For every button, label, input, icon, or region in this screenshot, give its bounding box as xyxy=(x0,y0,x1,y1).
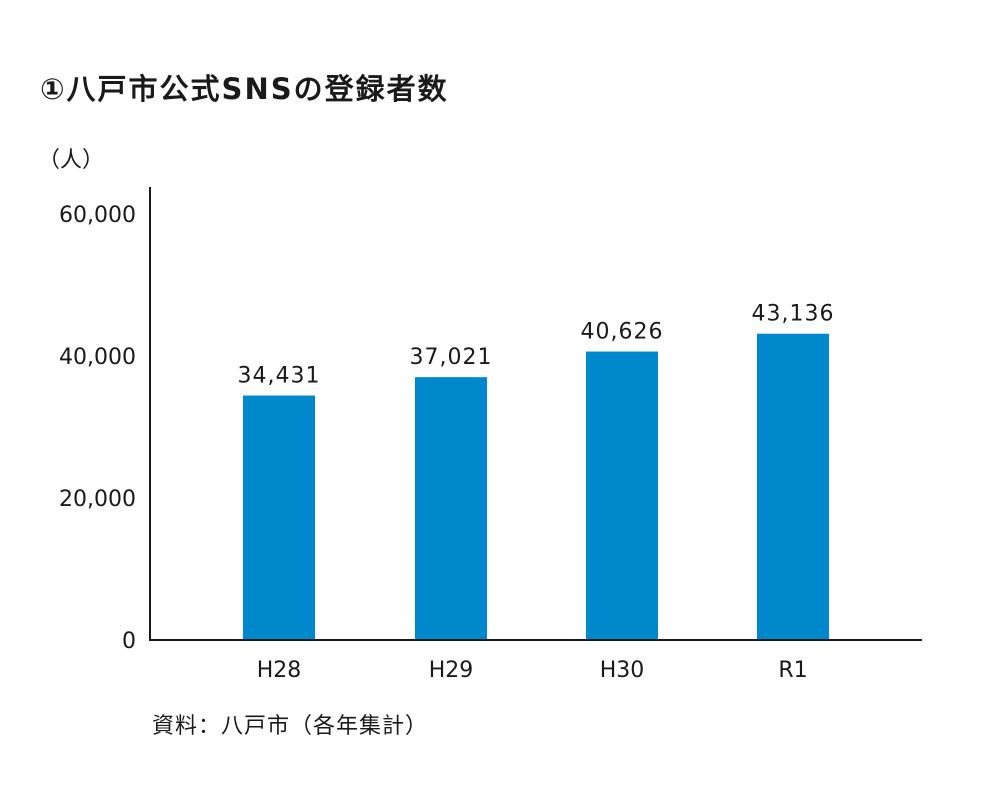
data-label: 43,136 xyxy=(752,302,835,327)
x-tick-label: H30 xyxy=(600,658,645,683)
x-tick-label: H29 xyxy=(429,658,474,683)
y-tick-label: 0 xyxy=(122,629,136,654)
y-tick-label: 60,000 xyxy=(59,203,136,228)
x-tick-label: H28 xyxy=(257,658,302,683)
data-label: 34,431 xyxy=(238,364,321,389)
bar-h30 xyxy=(586,351,658,640)
data-label: 40,626 xyxy=(581,320,664,345)
y-tick-label: 20,000 xyxy=(59,487,136,512)
bar-r1 xyxy=(757,333,829,640)
data-label: 37,021 xyxy=(410,345,493,370)
x-tick-label: R1 xyxy=(778,658,807,683)
chart-title: ①八戸市公式SNSの登録者数 xyxy=(40,72,449,106)
source-note: 資料：八戸市（各年集計） xyxy=(152,714,429,739)
y-tick-label: 40,000 xyxy=(59,345,136,370)
y-axis-unit-label: （人） xyxy=(38,148,105,173)
bar-h28 xyxy=(243,395,315,640)
bar-h29 xyxy=(415,377,487,640)
